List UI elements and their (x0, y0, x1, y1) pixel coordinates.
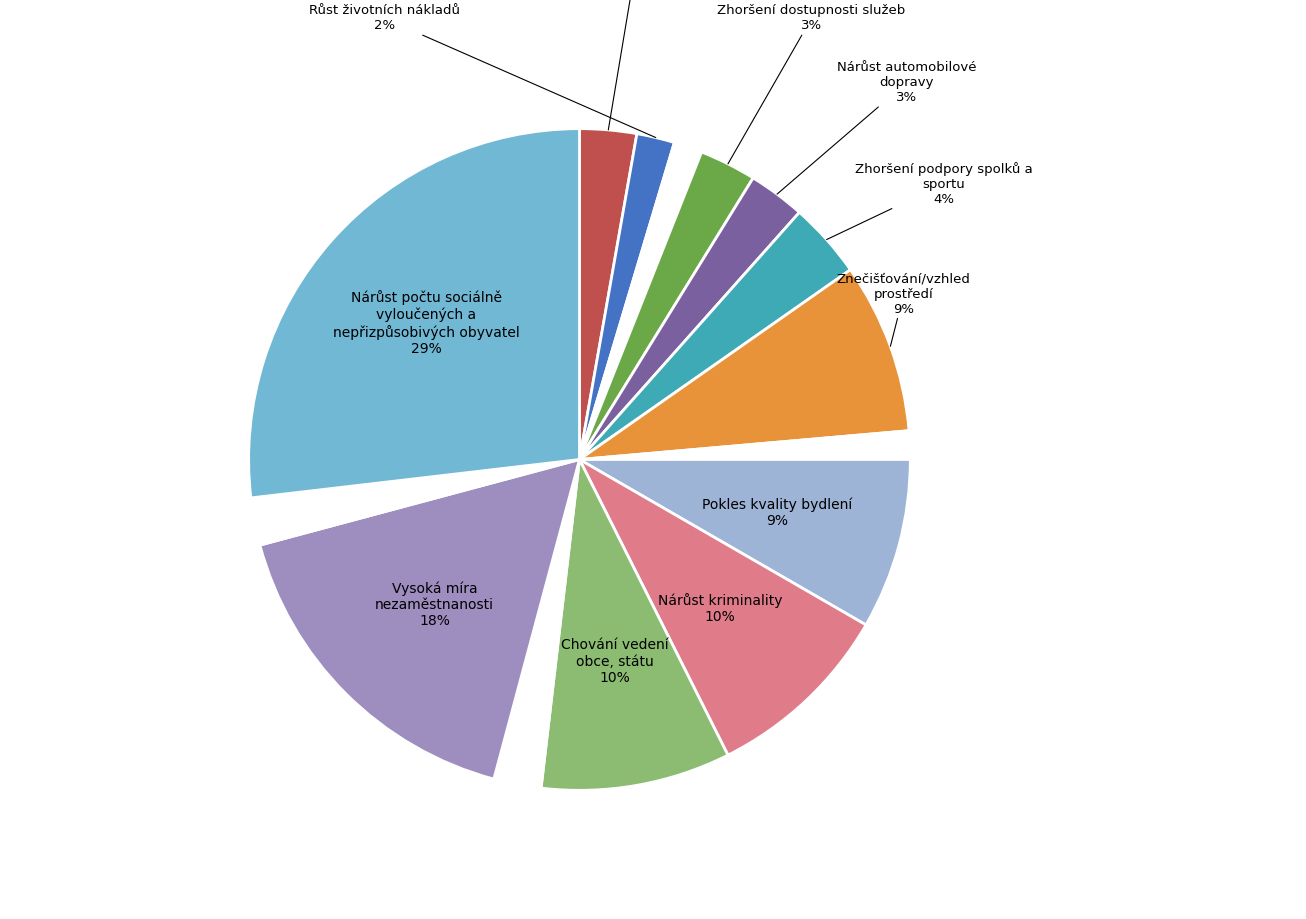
Wedge shape (248, 129, 580, 498)
Text: Chování vedení
obce, státu
10%: Chování vedení obce, státu 10% (562, 639, 669, 685)
Wedge shape (580, 431, 910, 460)
Text: Vysoká míra
nezaměstnanosti
18%: Vysoká míra nezaměstnanosti 18% (375, 581, 494, 628)
Wedge shape (580, 129, 637, 460)
Text: Pokles kvality bydlení
9%: Pokles kvality bydlení 9% (703, 497, 853, 528)
Text: Růst životních nákladů
2%: Růst životních nákladů 2% (310, 5, 656, 138)
Text: Nárůst kriminality
10%: Nárůst kriminality 10% (658, 593, 782, 624)
Text: Nárůst počtu sociálně
vyloučených a
nepřizpůsobivých obyvatel
29%: Nárůst počtu sociálně vyloučených a nepř… (333, 290, 520, 356)
Wedge shape (580, 152, 754, 460)
Text: Úbytek obyvatel
3%: Úbytek obyvatel 3% (580, 0, 690, 130)
Wedge shape (260, 460, 580, 779)
Wedge shape (580, 460, 910, 625)
Text: Zhoršení dostupnosti služeb
3%: Zhoršení dostupnosti služeb 3% (717, 5, 905, 164)
Wedge shape (580, 212, 850, 460)
Wedge shape (580, 460, 866, 755)
Wedge shape (494, 460, 580, 789)
Wedge shape (580, 178, 799, 460)
Wedge shape (580, 270, 909, 460)
Wedge shape (580, 133, 674, 460)
Text: Zhoršení podpory spolků a
sportu
4%: Zhoršení podpory spolků a sportu 4% (827, 162, 1033, 240)
Wedge shape (541, 460, 727, 790)
Text: Nárůst automobilové
dopravy
3%: Nárůst automobilové dopravy 3% (777, 62, 977, 194)
Wedge shape (251, 460, 580, 545)
Wedge shape (580, 142, 701, 459)
Text: Znečišťování/vzhled
prostředí
9%: Znečišťování/vzhled prostředí 9% (837, 273, 970, 346)
